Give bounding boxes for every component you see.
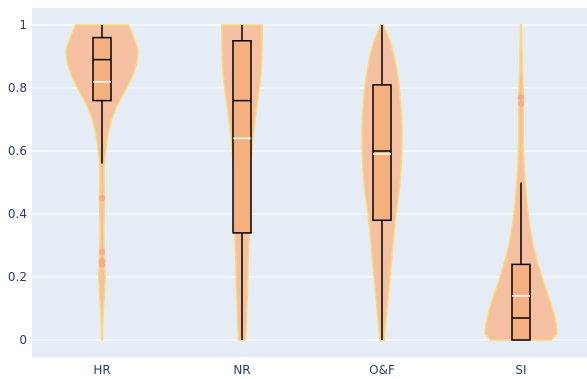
gridlines bbox=[32, 24, 587, 341]
x-axis-ticks: HR NR O&F SI bbox=[93, 363, 526, 377]
outlier-point bbox=[98, 195, 106, 202]
violin-of bbox=[361, 24, 403, 341]
y-tick-label: 0.2 bbox=[8, 270, 27, 284]
outlier-point bbox=[517, 94, 525, 101]
outlier-point bbox=[517, 100, 525, 107]
violin-body bbox=[65, 24, 139, 341]
violin-hr bbox=[65, 24, 139, 341]
box bbox=[372, 84, 392, 222]
x-tick-label: O&F bbox=[369, 363, 395, 377]
outlier-point bbox=[98, 261, 106, 268]
y-axis-ticks: 0 0.2 0.4 0.6 0.8 1 bbox=[8, 18, 27, 347]
y-tick-label: 0.8 bbox=[8, 81, 27, 95]
outlier-point bbox=[98, 248, 106, 255]
violins bbox=[65, 24, 558, 341]
x-tick-label: HR bbox=[93, 363, 110, 377]
y-tick-label: 0.4 bbox=[8, 207, 27, 221]
x-tick-label: SI bbox=[515, 363, 526, 377]
box bbox=[92, 36, 112, 102]
x-tick-label: NR bbox=[233, 363, 250, 377]
violin-nr bbox=[221, 24, 263, 341]
y-tick-label: 0.6 bbox=[8, 144, 27, 158]
y-tick-label: 1 bbox=[19, 18, 27, 32]
box bbox=[232, 40, 252, 234]
y-tick-label: 0 bbox=[19, 333, 27, 347]
violin-si bbox=[484, 24, 558, 341]
box bbox=[511, 263, 531, 341]
